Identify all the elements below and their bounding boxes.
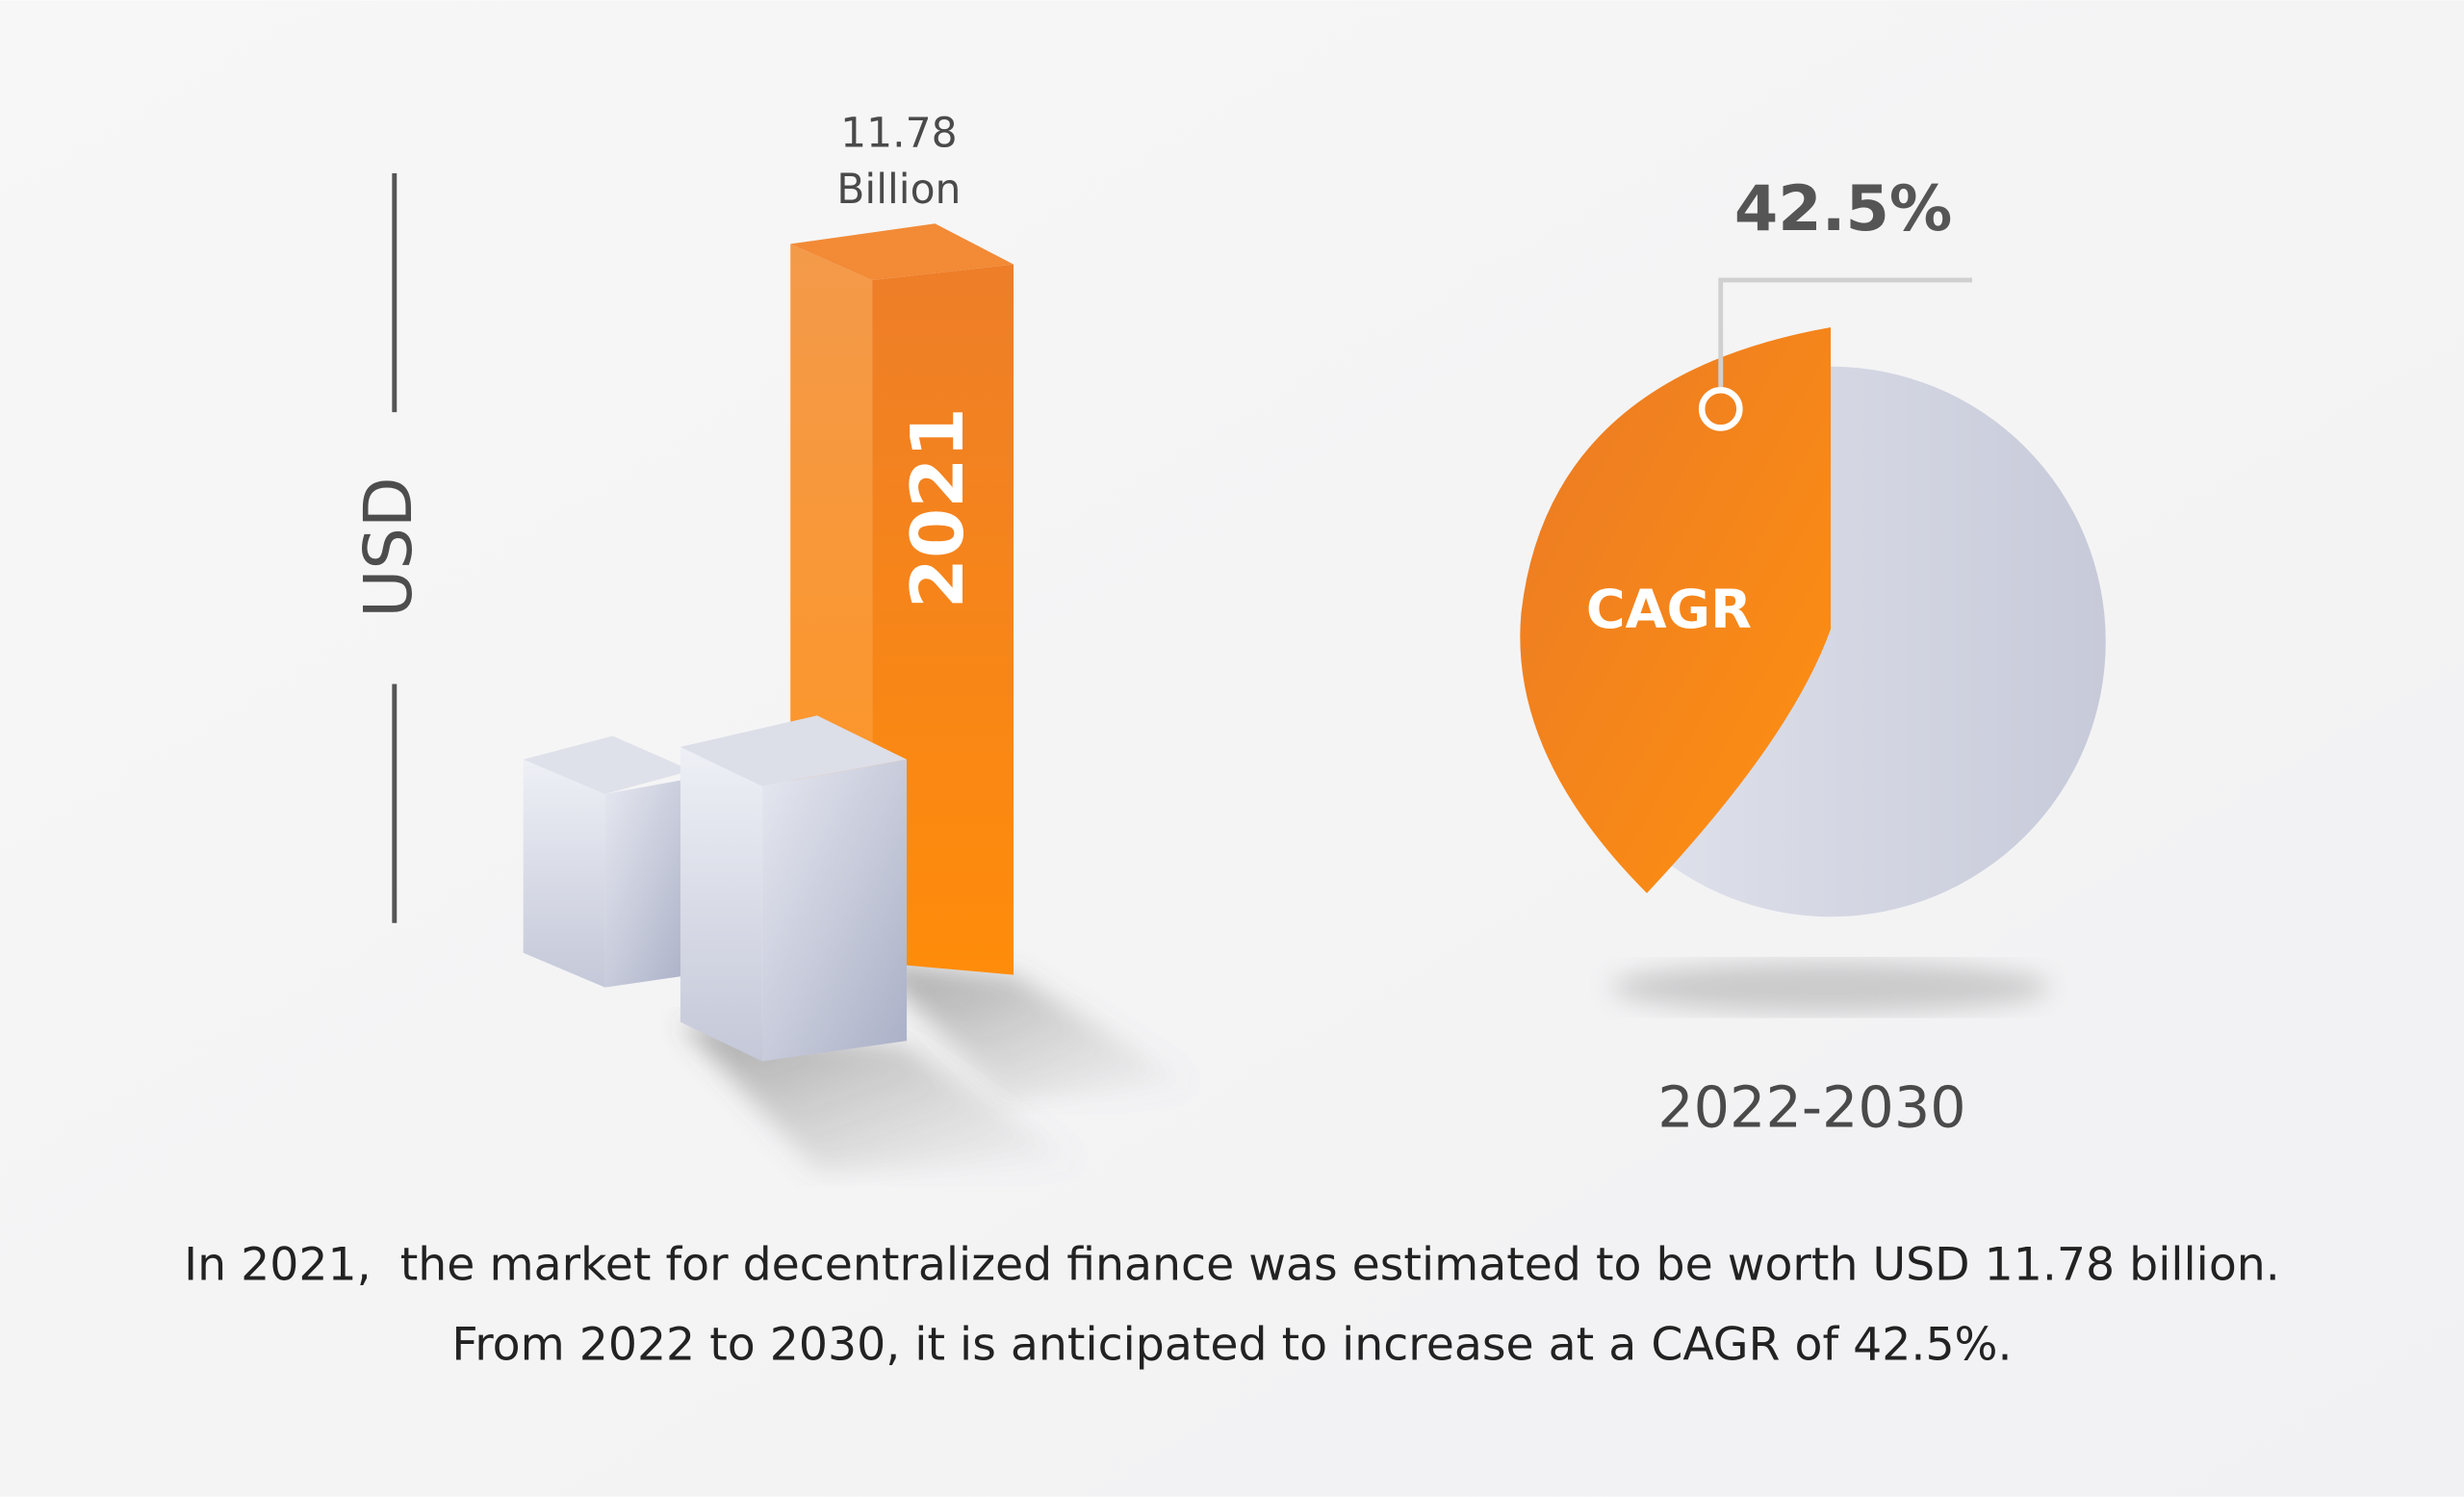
cube-front xyxy=(761,759,908,1062)
bar-front xyxy=(872,264,1014,975)
cube-side xyxy=(523,759,605,988)
value-unit: Billion xyxy=(836,167,961,214)
cube-shadow xyxy=(680,1021,1085,1172)
bar-shadow xyxy=(872,962,1194,1101)
cube-top xyxy=(680,715,908,787)
caption-line: From 2022 to 2030, it is anticipated to … xyxy=(451,1319,2012,1372)
callout-line xyxy=(1718,277,1972,391)
slice-label: CAGR xyxy=(1586,579,1752,641)
period-label: 2022-2030 xyxy=(1657,1074,1965,1141)
caption-line: In 2021, the market for decentralized fi… xyxy=(184,1238,2280,1291)
cagr-value: 42.5% xyxy=(1734,172,1953,245)
cube-top xyxy=(523,736,692,794)
bar-label: 2021 xyxy=(895,407,980,608)
value-label: 11.78 xyxy=(840,110,958,157)
cube-front xyxy=(604,778,692,988)
axis-label: USD xyxy=(350,477,427,618)
callout-dot xyxy=(1698,386,1743,431)
pie-slice xyxy=(1520,326,1832,893)
cube-side xyxy=(680,746,762,1062)
pie-shadow xyxy=(1610,962,2051,1013)
bar-top xyxy=(790,223,1014,280)
